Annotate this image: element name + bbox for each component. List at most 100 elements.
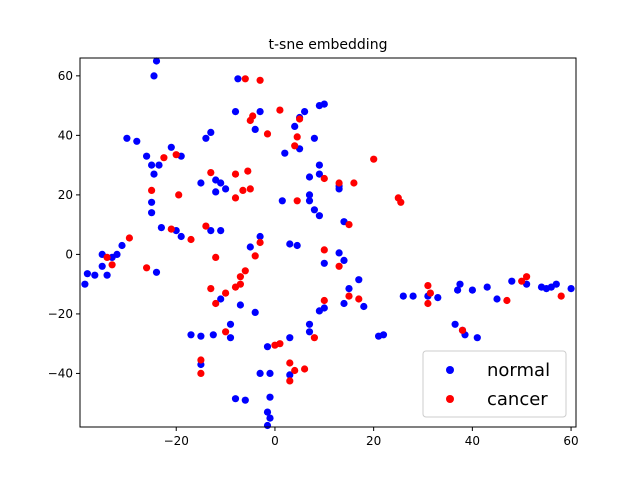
point-normal-79 [286, 334, 294, 342]
point-cancer-22 [212, 253, 220, 261]
point-normal-42 [315, 161, 323, 169]
x-tick-label-40: 40 [465, 434, 480, 448]
point-normal-81 [305, 328, 314, 336]
point-normal-16 [320, 100, 328, 108]
point-normal-34 [207, 227, 215, 235]
point-normal-87 [360, 302, 368, 311]
point-cancer-47 [345, 292, 353, 300]
point-cancer-15 [246, 185, 254, 193]
point-cancer-8 [291, 142, 299, 150]
point-cancer-24 [251, 252, 259, 260]
point-cancer-55 [370, 155, 378, 163]
point-normal-61 [118, 241, 126, 250]
point-cancer-58 [293, 197, 301, 205]
point-normal-3 [123, 134, 131, 142]
point-cancer-19 [167, 225, 175, 233]
point-cancer-23 [256, 238, 264, 247]
point-normal-1 [150, 72, 158, 80]
point-normal-95 [409, 292, 417, 300]
point-cancer-5 [276, 106, 284, 114]
point-normal-50 [293, 241, 301, 250]
point-cancer-43 [291, 366, 299, 375]
point-normal-85 [340, 299, 348, 308]
point-cancer-30 [103, 253, 111, 261]
point-cancer-38 [197, 369, 205, 377]
point-normal-98 [454, 286, 462, 294]
point-cancer-6 [293, 133, 301, 141]
point-cancer-16 [231, 194, 240, 202]
point-cancer-44 [301, 365, 309, 373]
point-cancer-29 [108, 261, 116, 269]
legend: normal cancer [422, 350, 567, 418]
point-cancer-54 [345, 221, 353, 229]
point-cancer-13 [244, 167, 252, 175]
point-normal-78 [263, 343, 272, 351]
point-cancer-48 [355, 295, 363, 303]
point-normal-21 [155, 161, 163, 169]
point-normal-70 [226, 320, 235, 328]
point-normal-52 [335, 249, 343, 257]
x-tick-label-20: 20 [366, 434, 381, 448]
point-normal-39 [305, 197, 314, 205]
point-cancer-21 [187, 235, 195, 244]
point-normal-69 [217, 295, 225, 303]
point-cancer-46 [320, 296, 328, 305]
point-normal-8 [207, 128, 215, 136]
chart-title: t-sne embedding [269, 37, 388, 53]
point-normal-20 [150, 170, 158, 178]
point-normal-55 [83, 270, 91, 278]
point-cancer-28 [125, 234, 133, 242]
point-cancer-18 [175, 191, 183, 199]
point-cancer-63 [503, 296, 511, 305]
legend-label-normal: normal [487, 360, 550, 381]
point-normal-90 [266, 393, 274, 401]
point-cancer-41 [286, 359, 294, 367]
point-normal-27 [212, 188, 220, 196]
point-normal-4 [133, 137, 141, 145]
point-normal-66 [197, 332, 205, 340]
point-cancer-57 [397, 198, 405, 206]
point-normal-65 [187, 331, 195, 339]
point-cancer-52 [335, 179, 343, 187]
point-normal-2 [234, 75, 242, 83]
point-normal-75 [241, 396, 249, 404]
point-normal-23 [143, 152, 151, 160]
plot-frame [79, 57, 577, 428]
point-cancer-4 [263, 130, 272, 138]
point-cancer-7 [296, 115, 304, 123]
point-cancer-37 [197, 356, 205, 364]
point-cancer-9 [160, 154, 168, 162]
point-normal-10 [251, 125, 259, 133]
ticks-layer: −20 0 20 40 60 −40 −20 0 20 40 60 [48, 69, 579, 448]
point-cancer-12 [231, 170, 240, 178]
y-tick-label--20: −20 [48, 307, 73, 321]
point-cancer-3 [249, 112, 257, 120]
point-normal-7 [202, 134, 210, 142]
legend-label-cancer: cancer [487, 389, 548, 410]
point-normal-31 [157, 224, 165, 232]
legend-marker-normal [446, 366, 454, 374]
point-normal-77 [266, 369, 274, 377]
point-normal-59 [103, 271, 111, 279]
x-tick-label-60: 60 [563, 434, 578, 448]
point-normal-37 [256, 232, 264, 241]
point-normal-71 [226, 334, 235, 342]
point-cancer-66 [557, 292, 565, 300]
point-cancer-33 [231, 283, 240, 291]
point-cancer-50 [335, 262, 343, 270]
y-tick-label-0: 0 [65, 247, 73, 261]
point-normal-38 [305, 191, 314, 199]
point-normal-104 [451, 320, 459, 328]
point-normal-12 [291, 122, 299, 130]
point-normal-100 [468, 286, 476, 294]
point-normal-49 [286, 240, 294, 248]
point-cancer-34 [207, 285, 215, 293]
point-normal-103 [508, 277, 516, 285]
point-cancer-11 [207, 169, 215, 177]
point-normal-36 [246, 243, 254, 251]
point-cancer-14 [239, 186, 247, 194]
point-normal-53 [340, 256, 348, 264]
point-normal-80 [286, 371, 294, 379]
point-normal-101 [483, 283, 491, 291]
